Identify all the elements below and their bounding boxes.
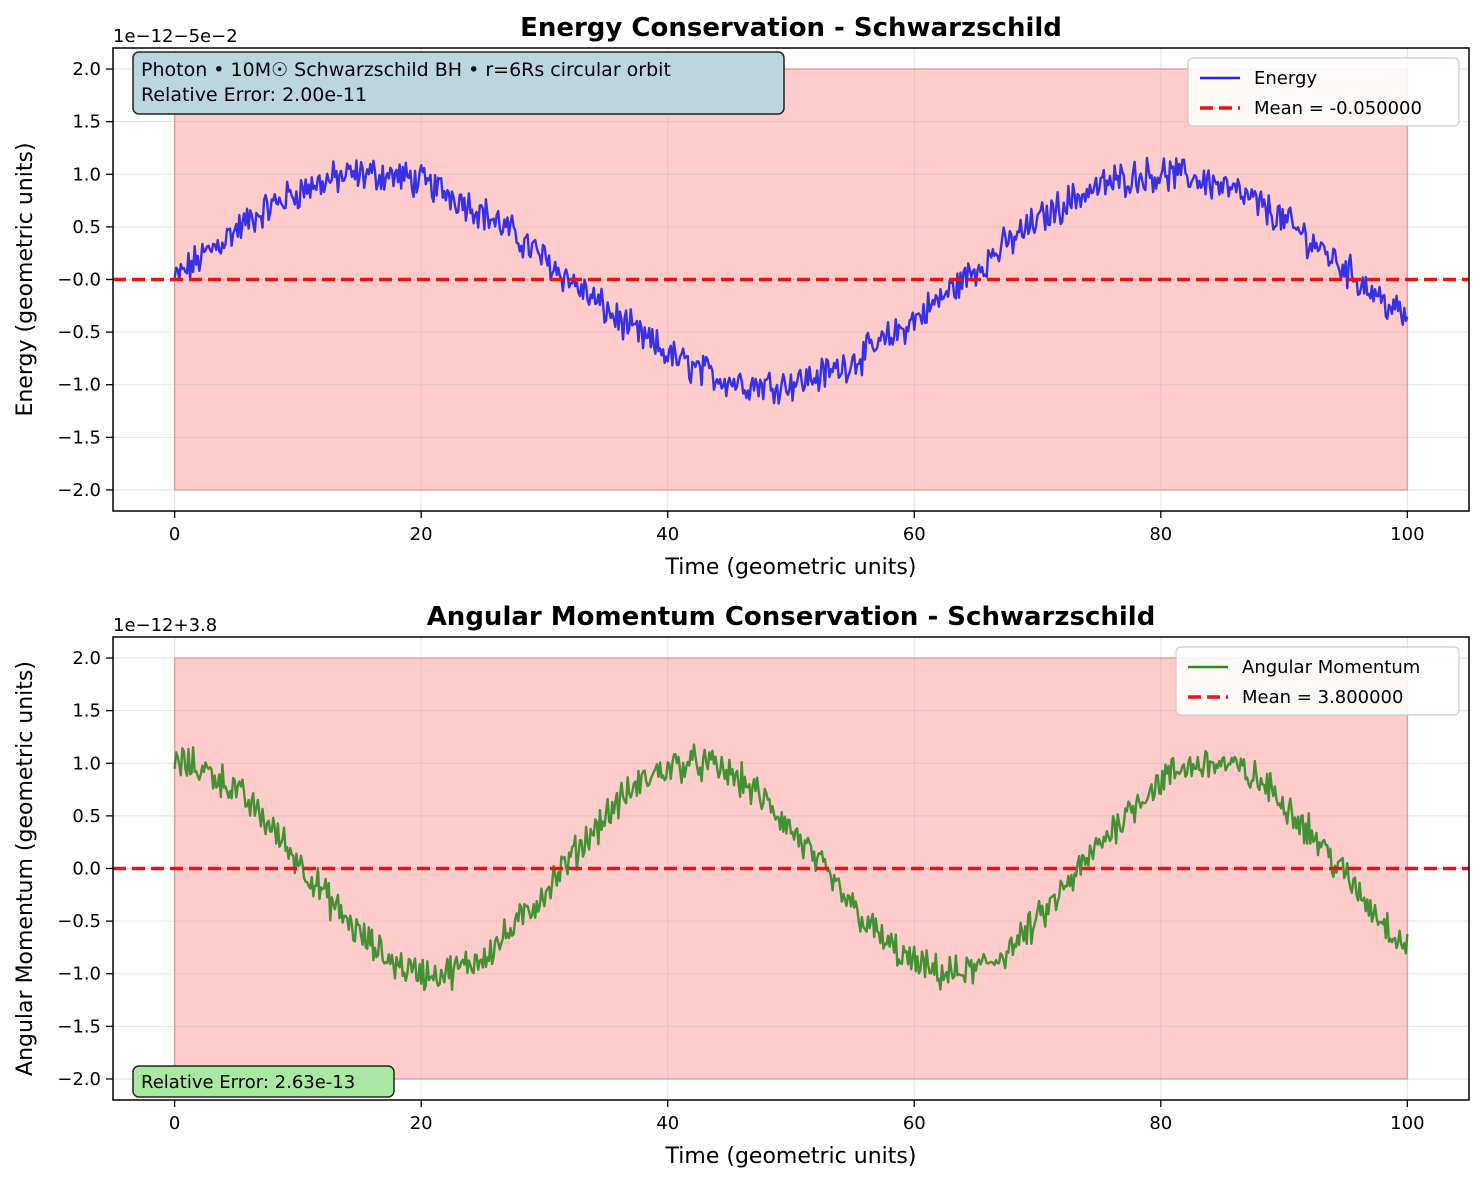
x-tick-label: 40 — [656, 1113, 679, 1134]
y-tick-label: 2.0 — [72, 59, 101, 80]
y-tick-label: 1.0 — [72, 164, 101, 185]
legend-box — [1175, 646, 1460, 716]
chart-title: Angular Momentum Conservation - Schwarzs… — [427, 602, 1156, 632]
x-tick-label: 80 — [1149, 1113, 1172, 1134]
y-tick-label: 0.5 — [72, 806, 101, 827]
y-tick-label: 0.5 — [72, 217, 101, 238]
y-tick-label: 2.0 — [72, 648, 101, 669]
info-text: Relative Error: 2.63e-13 — [141, 1072, 355, 1093]
chart-title: Energy Conservation - Schwarzschild — [520, 13, 1062, 43]
y-tick-label: −2.0 — [57, 1069, 101, 1090]
y-tick-label: 1.5 — [72, 701, 101, 722]
y-tick-label: −0.0 — [57, 270, 101, 291]
info-box — [132, 51, 785, 115]
y-tick-label: −0.5 — [57, 911, 101, 932]
y-tick-label: −1.5 — [57, 1016, 101, 1037]
x-tick-label: 20 — [410, 524, 433, 545]
x-tick-label: 60 — [903, 1113, 926, 1134]
y-axis-label: Angular Momentum (geometric units) — [13, 661, 38, 1076]
x-tick-label: 100 — [1390, 524, 1424, 545]
y-offset-label: 1e−12−5e−2 — [113, 26, 238, 47]
legend-label: Angular Momentum — [1242, 657, 1420, 678]
y-tick-label: −2.0 — [57, 480, 101, 501]
y-tick-label: 1.5 — [72, 112, 101, 133]
y-tick-label: 1.0 — [72, 753, 101, 774]
legend-label: Energy — [1254, 68, 1317, 89]
legend-box — [1187, 57, 1460, 127]
legend-label: Mean = 3.800000 — [1242, 687, 1403, 708]
y-offset-label: 1e−12+3.8 — [113, 615, 217, 636]
series-line-energy — [173, 156, 1409, 405]
legend-label: Mean = -0.050000 — [1254, 98, 1422, 119]
y-tick-label: −1.0 — [57, 375, 101, 396]
y-tick-label: −0.5 — [57, 322, 101, 343]
x-tick-label: 80 — [1149, 524, 1172, 545]
energy-chart-panel: 0 20 40 60 80 100 −2.0 −1.5 −1.0 −0.5 −0.0 0.5 1.0 1.… — [13, 13, 1470, 580]
x-tick-label: 60 — [903, 524, 926, 545]
x-tick-label: 40 — [656, 524, 679, 545]
y-axis-label: Energy (geometric units) — [13, 142, 38, 416]
info-text: Relative Error: 2.00e-11 — [141, 84, 367, 106]
x-axis-label: Time (geometric units) — [665, 1144, 917, 1169]
x-tick-label: 0 — [169, 524, 180, 545]
info-box — [132, 1065, 395, 1098]
info-text: Photon • 10M☉ Schwarzschild BH • r=6Rs c… — [141, 59, 671, 81]
y-tick-label: −1.5 — [57, 427, 101, 448]
x-axis-label: Time (geometric units) — [665, 555, 917, 580]
x-tick-label: 20 — [410, 1113, 433, 1134]
y-tick-label: −1.0 — [57, 964, 101, 985]
angular-momentum-chart-panel: 0 20 40 60 80 100 −2.0 −1.5 −1.0 −0.5 0.0 0.5 1.0 1.5… — [13, 602, 1470, 1169]
x-tick-label: 100 — [1390, 1113, 1424, 1134]
series-line-angular-momentum — [173, 743, 1409, 992]
y-tick-label: 0.0 — [72, 859, 101, 880]
x-tick-label: 0 — [169, 1113, 180, 1134]
